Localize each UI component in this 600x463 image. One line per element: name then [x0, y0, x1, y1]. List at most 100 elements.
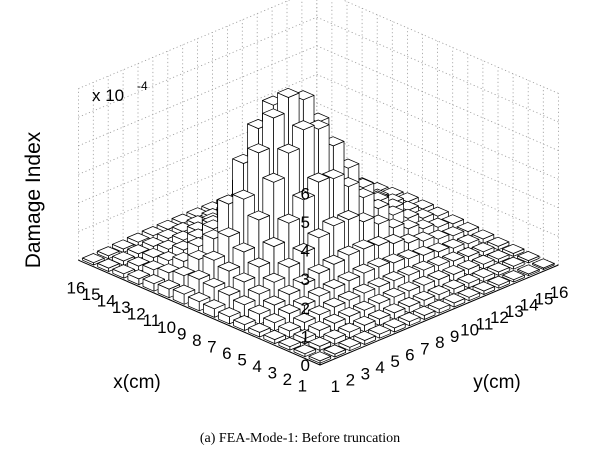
- bar-top: [397, 265, 420, 276]
- bar-top: [368, 309, 391, 320]
- bar: [187, 269, 211, 299]
- bar-top: [367, 236, 390, 246]
- bar-top: [292, 243, 315, 253]
- bar-top: [413, 305, 436, 316]
- bar-top: [202, 250, 225, 261]
- bar-top: [247, 284, 271, 295]
- bar-top: [187, 269, 211, 280]
- y-tick-label: 1: [331, 377, 340, 396]
- bar-top: [307, 286, 331, 297]
- y-tick-label: 4: [375, 358, 384, 377]
- bar: [517, 264, 540, 277]
- bar-top: [277, 284, 301, 295]
- bar-top: [277, 143, 300, 154]
- bar-top: [263, 329, 286, 340]
- bar-top: [442, 293, 466, 304]
- bar: [487, 262, 510, 276]
- bar: [368, 309, 391, 326]
- bar-top: [457, 273, 480, 284]
- bar: [502, 256, 525, 270]
- bar-top: [323, 297, 346, 308]
- bar-top: [352, 283, 376, 294]
- bar-top: [292, 190, 315, 201]
- bars: [82, 87, 555, 364]
- bar-top: [263, 295, 286, 306]
- x-tick-label: 5: [237, 351, 246, 370]
- bar-top: [203, 299, 226, 310]
- bar-top: [248, 304, 271, 315]
- bar: [263, 313, 286, 332]
- bar-top: [217, 261, 241, 272]
- bar-top: [427, 299, 451, 310]
- x-tick-label: 2: [283, 370, 292, 389]
- bar-top: [367, 293, 391, 304]
- bar: [263, 329, 286, 344]
- bar-top: [517, 264, 540, 275]
- bar: [486, 236, 510, 251]
- bar-top: [323, 329, 346, 340]
- bar-top: [308, 320, 331, 331]
- bar: [368, 324, 391, 339]
- bar-top: [172, 284, 196, 295]
- bar-top: [112, 264, 135, 275]
- bar-top: [427, 270, 450, 280]
- x-tick-label: 6: [222, 344, 231, 363]
- bar-top: [233, 315, 256, 326]
- bar-top: [427, 256, 450, 267]
- bar-top: [427, 285, 451, 296]
- y-tick-label: 2: [346, 371, 355, 390]
- bar: [427, 299, 451, 314]
- bar: [502, 243, 525, 257]
- bar-top: [278, 304, 301, 314]
- z-tick-label: 1: [301, 327, 310, 346]
- bar-top: [486, 236, 510, 247]
- bar: [472, 281, 495, 295]
- z-tick-label: 6: [301, 184, 310, 203]
- bar-top: [487, 262, 510, 273]
- bar-top: [442, 279, 465, 290]
- bar-top: [412, 290, 436, 301]
- bar: [442, 293, 466, 308]
- bar: [293, 344, 316, 358]
- bar-top: [112, 239, 135, 250]
- bar-top: [456, 221, 480, 232]
- bar-top: [293, 295, 316, 306]
- bar-top: [278, 337, 301, 348]
- bar-top: [382, 271, 405, 282]
- bar-top: [337, 271, 361, 282]
- bar-top: [217, 227, 240, 238]
- bar-top: [338, 306, 361, 317]
- gridline: [316, 16, 559, 123]
- bar-top: [127, 244, 150, 255]
- x-tick-label: 14: [97, 292, 116, 311]
- bar-top: [337, 210, 360, 220]
- y-tick-label: 3: [361, 364, 370, 383]
- z-tick-label: 5: [301, 213, 310, 232]
- bar: [472, 254, 495, 270]
- bar-top: [82, 253, 105, 264]
- bar-top: [232, 242, 255, 253]
- x-tick-label: 16: [67, 279, 86, 298]
- bar: [487, 275, 510, 289]
- bar-top: [398, 312, 421, 323]
- bar-top: [337, 290, 361, 301]
- y-tick-label: 5: [390, 352, 399, 371]
- bar-top: [127, 256, 150, 267]
- bar-top: [247, 143, 270, 154]
- bar-top: [382, 253, 405, 264]
- bar: [323, 313, 346, 332]
- bar-top: [323, 344, 346, 355]
- y-tick-label: 16: [550, 283, 569, 302]
- bar: [472, 242, 495, 257]
- bar: [278, 321, 301, 338]
- bar-top: [308, 336, 331, 347]
- bar-top: [502, 256, 525, 267]
- bar-top: [517, 251, 540, 261]
- gridline: [78, 74, 317, 175]
- y-tick-label: 7: [420, 339, 429, 358]
- bar-top: [367, 277, 391, 288]
- bar-top: [472, 254, 495, 265]
- bar-top: [112, 251, 135, 262]
- bar-top: [353, 330, 376, 341]
